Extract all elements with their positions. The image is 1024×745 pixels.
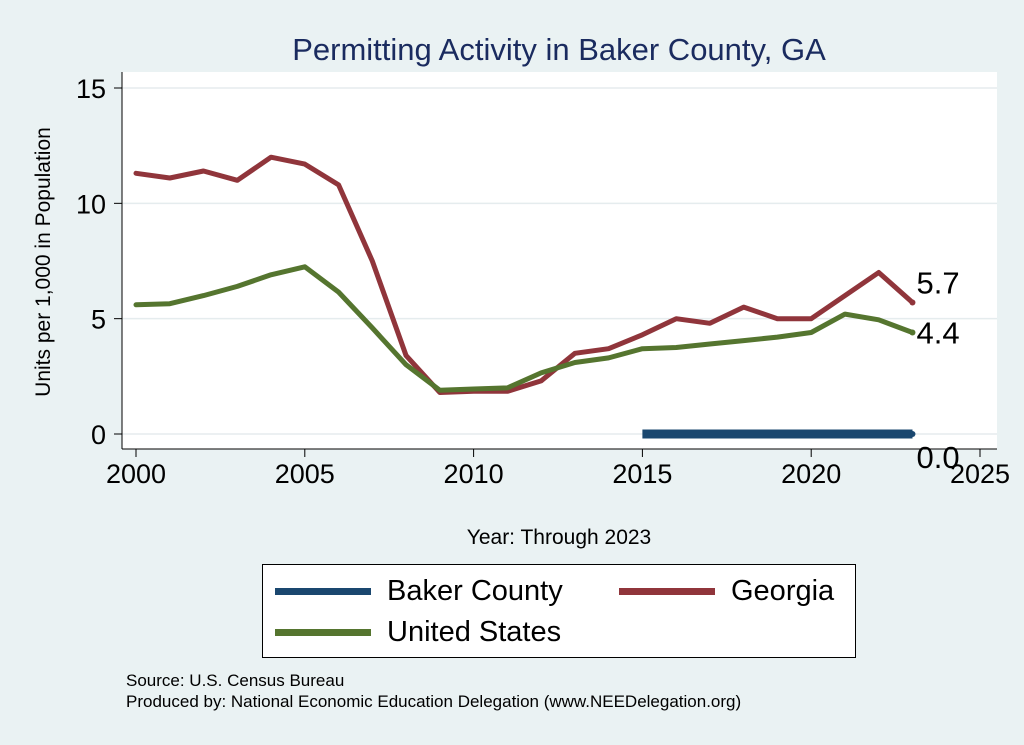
y-tick-label-15: 15 xyxy=(76,74,106,104)
series-end-point-united-states xyxy=(909,329,916,336)
x-tick-label-2025: 2025 xyxy=(950,459,1010,489)
legend-item-baker-county: Baker County xyxy=(275,575,563,608)
source-note: Source: U.S. Census Bureau xyxy=(126,671,345,690)
x-axis-label: Year: Through 2023 xyxy=(467,526,652,549)
series-lines xyxy=(133,154,916,439)
x-tick-label-2000: 2000 xyxy=(106,459,166,489)
end-label-united-states: 4.4 xyxy=(916,316,959,351)
producer-note: Produced by: National Economic Education… xyxy=(126,692,742,711)
legend-label-georgia: Georgia xyxy=(731,575,835,607)
chart-title: Permitting Activity in Baker County, GA xyxy=(292,32,826,67)
end-label-baker-county: 0.0 xyxy=(916,440,959,475)
x-tick-label-2010: 2010 xyxy=(444,459,504,489)
x-tick-label-2005: 2005 xyxy=(275,459,335,489)
legend-swatch-united-states xyxy=(275,629,371,636)
series-line-georgia xyxy=(133,154,915,395)
legend-swatch-georgia xyxy=(619,588,715,595)
y-tick-label-10: 10 xyxy=(76,189,106,219)
legend-item-georgia: Georgia xyxy=(619,575,834,608)
legend-label-baker-county: Baker County xyxy=(387,575,563,607)
x-axis-ticks: 2000 2005 2010 2015 2020 2025 xyxy=(106,449,1010,489)
y-tick-label-0: 0 xyxy=(91,420,106,450)
y-tick-label-5: 5 xyxy=(91,305,106,335)
y-axis-label: Units per 1,000 in Population xyxy=(32,127,55,397)
series-end-point-baker-county xyxy=(909,431,916,437)
plot-area xyxy=(122,72,997,449)
series-end-point-georgia xyxy=(909,299,916,306)
end-labels: 5.7 4.4 0.0 xyxy=(916,266,959,475)
legend-swatch-baker-county xyxy=(275,588,371,595)
y-axis-ticks: 0 5 10 15 xyxy=(76,74,122,450)
series-line-united-states xyxy=(133,264,915,393)
legend: Baker County Georgia United States xyxy=(262,564,856,658)
x-tick-label-2020: 2020 xyxy=(781,459,841,489)
x-tick-label-2015: 2015 xyxy=(612,459,672,489)
legend-label-united-states: United States xyxy=(387,616,562,648)
end-label-georgia: 5.7 xyxy=(916,266,959,301)
legend-item-united-states: United States xyxy=(275,616,561,649)
